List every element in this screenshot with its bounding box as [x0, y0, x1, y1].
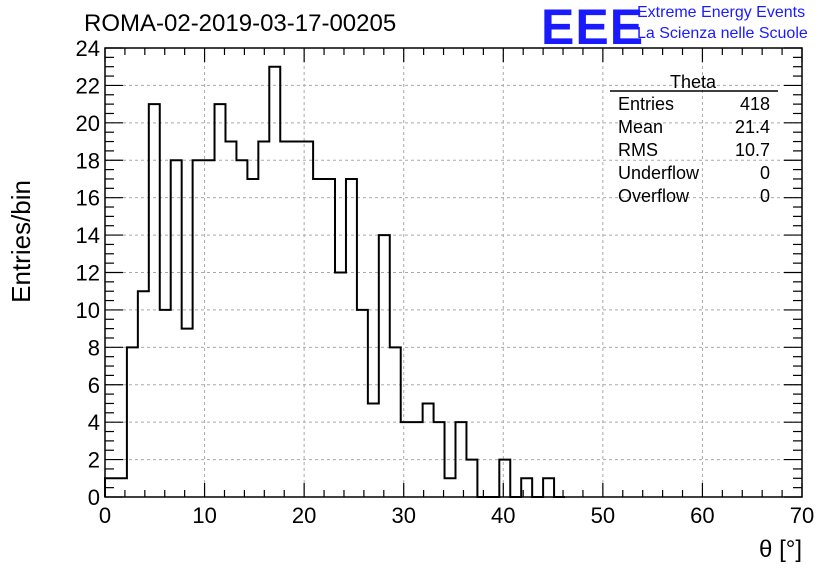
- x-tick-label: 10: [192, 503, 216, 528]
- x-tick-label: 30: [391, 503, 415, 528]
- x-axis-label: θ [°]: [759, 536, 802, 563]
- stats-row-value: 0: [760, 163, 770, 183]
- y-axis-label: Entries/bin: [6, 180, 36, 303]
- y-tick-label: 20: [76, 111, 100, 136]
- run-title: ROMA-02-2019-03-17-00205: [84, 10, 397, 37]
- x-tick-label: 0: [99, 503, 111, 528]
- y-tick-label: 6: [88, 373, 100, 398]
- y-tick-label: 18: [76, 148, 100, 173]
- stats-row-label: Underflow: [618, 163, 700, 183]
- logo-tagline-1: Extreme Energy Events: [637, 4, 806, 21]
- y-tick-label: 22: [76, 73, 100, 98]
- x-tick-label: 50: [591, 503, 615, 528]
- stats-row-value: 0: [760, 186, 770, 206]
- stats-row-value: 418: [740, 94, 770, 114]
- stats-row-value: 21.4: [735, 117, 770, 137]
- stats-row-label: Entries: [618, 94, 674, 114]
- x-tick-label: 20: [292, 503, 316, 528]
- y-tick-label: 8: [88, 335, 100, 360]
- y-tick-label: 12: [76, 261, 100, 286]
- y-tick-label: 16: [76, 186, 100, 211]
- y-tick-label: 2: [88, 448, 100, 473]
- stats-row-value: 10.7: [735, 140, 770, 160]
- stats-row-label: RMS: [618, 140, 658, 160]
- x-tick-label: 40: [491, 503, 515, 528]
- stats-box-title: Theta: [670, 72, 717, 92]
- stats-row-label: Overflow: [618, 186, 690, 206]
- axis-ticks: [104, 47, 803, 498]
- logo-tagline-2: La Scienza nelle Scuole: [637, 25, 808, 42]
- histogram-step-line: [104, 65, 566, 498]
- grid-lines: [105, 48, 802, 497]
- x-tick-label: 70: [790, 503, 814, 528]
- eee-logo: EEE: [541, 0, 645, 55]
- y-tick-label: 4: [88, 410, 100, 435]
- y-tick-label: 10: [76, 298, 100, 323]
- y-tick-label: 24: [76, 36, 100, 61]
- stats-box: Theta Entries 418 Mean 21.4 RMS 10.7 Underflow…: [610, 72, 778, 206]
- y-tick-label: 14: [76, 223, 100, 248]
- stats-row-label: Mean: [618, 117, 663, 137]
- x-tick-label: 60: [690, 503, 714, 528]
- stats-rows: Entries 418 Mean 21.4 RMS 10.7 Underflow 0 Overf…: [618, 94, 770, 206]
- y-tick-label: 0: [88, 485, 100, 510]
